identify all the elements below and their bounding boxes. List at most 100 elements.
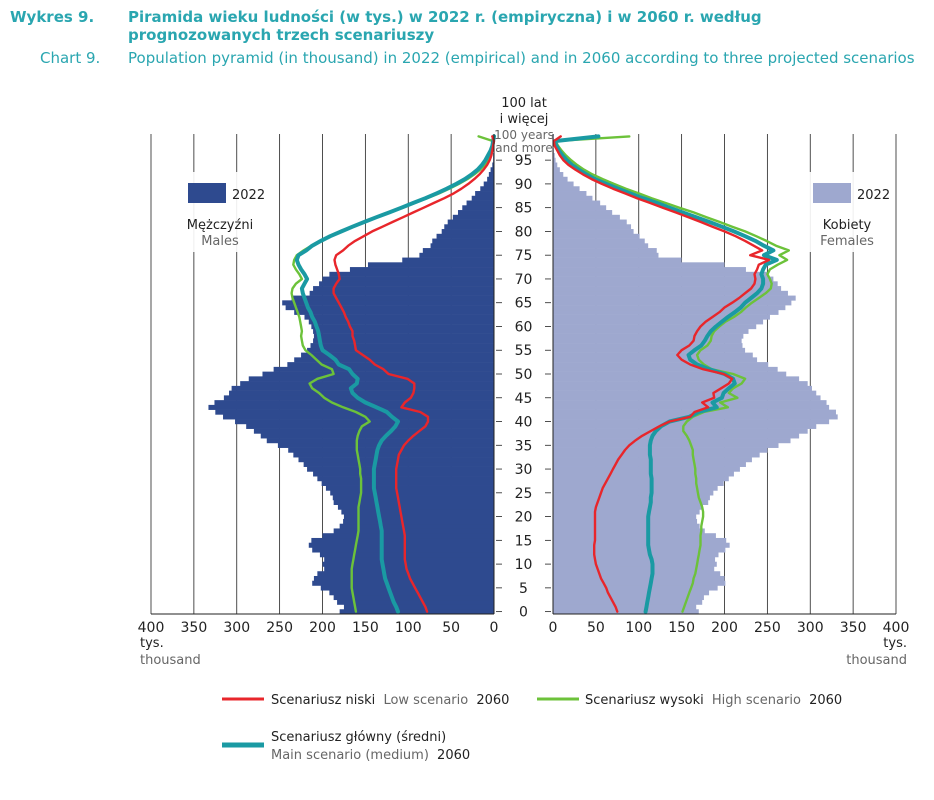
female-bar: [553, 533, 716, 539]
female-bar: [553, 191, 587, 197]
female-bar: [553, 381, 808, 387]
female-bar: [553, 566, 715, 572]
legend-main-pl: Scenariusz główny (średni): [271, 730, 446, 745]
age-tick-label: 5: [519, 581, 528, 597]
female-bar: [553, 504, 704, 510]
male-bar: [310, 343, 494, 349]
legend: Scenariusz niski Low scenario 2060 Scena…: [222, 693, 842, 763]
female-bar: [553, 271, 768, 277]
female-bar: [553, 205, 607, 211]
females-label-pl: Kobiety: [823, 218, 872, 233]
male-bar: [339, 609, 494, 615]
male-bar: [333, 499, 494, 505]
male-bar: [324, 566, 494, 572]
legend-low-pl: Scenariusz niski: [271, 693, 375, 708]
x-tick-label-right: 300: [797, 620, 824, 636]
unit-left-pl: tys.: [140, 636, 164, 651]
female-bar: [553, 343, 743, 349]
female-bar: [553, 248, 657, 254]
male-bar: [223, 414, 494, 420]
male-bar: [313, 333, 494, 339]
male-bar: [337, 504, 494, 510]
age-tick-label: 45: [515, 391, 533, 407]
legend-main-en-text: Main scenario (medium): [271, 748, 429, 763]
female-bar: [553, 233, 640, 239]
male-bar: [341, 509, 494, 515]
male-bar: [313, 575, 494, 582]
legend-main-en: Main scenario (medium) 2060: [271, 748, 470, 763]
female-bar: [553, 390, 817, 396]
male-bar: [307, 466, 494, 472]
female-bar: [553, 609, 699, 615]
males-label-pl: Mężczyźni: [187, 218, 253, 233]
male-bar: [488, 172, 494, 178]
female-bar: [553, 466, 740, 472]
age-tick-label: 15: [515, 533, 533, 549]
female-bar: [553, 300, 792, 306]
female-bar: [553, 452, 760, 458]
age-tick-label: 40: [515, 415, 533, 431]
male-bar: [317, 571, 494, 577]
male-bar: [246, 423, 494, 429]
legend-main-year: 2060: [437, 748, 470, 763]
male-bar: [333, 528, 494, 534]
x-tick-label-left: 50: [442, 620, 460, 636]
male-bar: [322, 276, 494, 282]
female-bar: [553, 528, 705, 534]
female-bar: [553, 556, 716, 563]
legend-high-en: High scenario: [712, 693, 801, 708]
female-bar: [553, 210, 613, 216]
male-bar: [367, 262, 494, 268]
male-bar: [319, 281, 494, 287]
male-bar: [432, 238, 494, 244]
female-bar: [553, 338, 742, 344]
male-bar: [322, 561, 494, 567]
female-bar: [553, 243, 649, 249]
male-bar: [285, 305, 494, 311]
female-bar: [553, 385, 812, 391]
female-bar: [553, 238, 645, 244]
female-bar: [553, 281, 778, 287]
male-bar: [287, 362, 494, 368]
female-bar: [553, 229, 634, 235]
female-bar: [553, 542, 730, 548]
male-bar: [329, 590, 494, 596]
age-tick-label: 35: [515, 438, 533, 454]
axes: 400 350 300 250 200 150 100 50 0 0 50 100 150 200 250 3…: [138, 134, 909, 636]
male-bar: [312, 547, 494, 553]
age-tick-label: 60: [515, 319, 533, 335]
legend-low-en: Low scenario: [383, 693, 468, 708]
x-tick-label-left: 0: [490, 620, 499, 636]
legend-low: Scenariusz niski Low scenario 2060: [271, 693, 509, 708]
male-bar: [304, 314, 494, 320]
unit-right-en: thousand: [846, 653, 907, 668]
female-bar: [553, 523, 700, 529]
male-bar: [452, 214, 494, 220]
female-bar: [553, 476, 729, 482]
male-bar: [322, 533, 494, 539]
male-bar: [235, 419, 494, 425]
age-tick-label: 20: [515, 510, 533, 526]
male-bar: [309, 290, 494, 296]
male-bar: [436, 233, 494, 239]
female-bar: [553, 571, 721, 577]
age-tick-label: 30: [515, 462, 533, 478]
age-tick-label: 70: [515, 272, 533, 288]
x-tick-label-left: 200: [309, 620, 336, 636]
female-high-scenario-line: [554, 135, 790, 613]
female-bar: [553, 471, 734, 477]
x-tick-label-left: 150: [352, 620, 379, 636]
male-bar: [293, 452, 494, 458]
male-bar: [307, 347, 494, 353]
female-bar: [553, 499, 709, 505]
male-bar: [229, 390, 494, 396]
female-bar: [553, 419, 830, 425]
male-bar: [214, 400, 494, 406]
female-bar: [553, 352, 753, 358]
x-tick-label-right: 0: [549, 620, 558, 636]
female-bar: [553, 305, 786, 311]
female-bar: [553, 537, 727, 544]
male-bar: [312, 580, 494, 586]
unit-left-en: thousand: [140, 653, 201, 668]
